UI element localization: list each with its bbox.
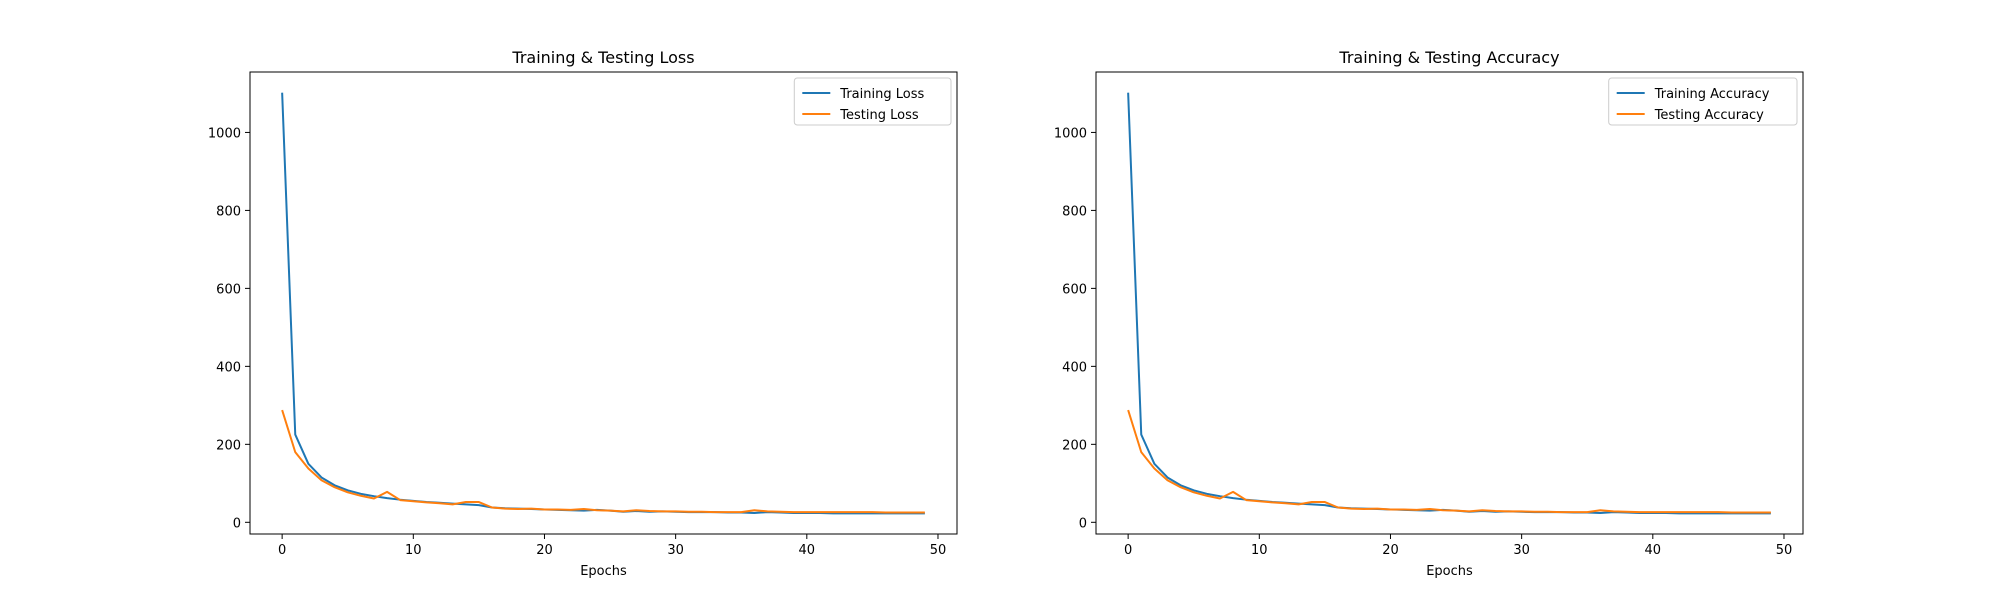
x-tick-label: 50 xyxy=(1776,543,1793,558)
chart-title: Training & Testing Accuracy xyxy=(1338,48,1559,67)
y-tick-label: 200 xyxy=(216,438,241,453)
x-tick-label: 0 xyxy=(1124,543,1132,558)
x-tick-label: 30 xyxy=(667,543,684,558)
legend-label: Testing Accuracy xyxy=(1654,108,1764,123)
x-tick-label: 0 xyxy=(278,543,286,558)
x-tick-label: 30 xyxy=(1513,543,1530,558)
x-tick-label: 10 xyxy=(405,543,422,558)
legend: Training Loss Testing Loss xyxy=(793,77,952,126)
accuracy-chart: Training & Testing Accuracy 0 10 20 30 40 500… xyxy=(1054,48,1804,579)
plot-area: 0 10 20 30 40 50 0 200 400 600 800 1000 Training Los… xyxy=(208,71,958,558)
y-tick-label: 400 xyxy=(216,360,241,375)
y-tick-label: 600 xyxy=(1062,282,1087,297)
legend: Training Accuracy Testing Accuracy xyxy=(1608,77,1798,126)
x-tick-label: 50 xyxy=(930,543,947,558)
legend-box xyxy=(793,77,952,126)
y-tick-label: 600 xyxy=(216,282,241,297)
series-line-2 xyxy=(1127,409,1771,514)
y-tick-label: 1000 xyxy=(1054,126,1087,141)
y-tick-label: 0 xyxy=(1079,516,1087,531)
legend-label: Testing Loss xyxy=(839,108,919,123)
x-tick-label: 20 xyxy=(1382,543,1399,558)
x-tick-label: 20 xyxy=(536,543,553,558)
plot-area: 0 10 20 30 40 50 0 200 400 600 800 1000 Training Acc… xyxy=(1054,71,1804,558)
legend-box xyxy=(1608,77,1798,126)
x-tick-label: 40 xyxy=(799,543,816,558)
x-tick-label: 10 xyxy=(1251,543,1268,558)
x-tick-label: 40 xyxy=(1645,543,1662,558)
x-axis-label: Epochs xyxy=(1426,564,1473,579)
legend-label: Training Loss xyxy=(839,87,924,102)
plot-frame xyxy=(249,71,958,535)
series-line-2 xyxy=(281,409,925,514)
y-tick-label: 400 xyxy=(1062,360,1087,375)
y-tick-label: 800 xyxy=(1062,204,1087,219)
plot-frame xyxy=(1095,71,1804,535)
legend-label: Training Accuracy xyxy=(1654,87,1770,102)
y-tick-label: 1000 xyxy=(208,126,241,141)
y-tick-label: 0 xyxy=(233,516,241,531)
loss-chart: Training & Testing Loss 0 10 20 30 40 50 0 200 4… xyxy=(208,48,958,579)
y-tick-label: 800 xyxy=(216,204,241,219)
x-axis-label: Epochs xyxy=(580,564,627,579)
chart-title: Training & Testing Loss xyxy=(511,48,694,67)
y-tick-label: 200 xyxy=(1062,438,1087,453)
